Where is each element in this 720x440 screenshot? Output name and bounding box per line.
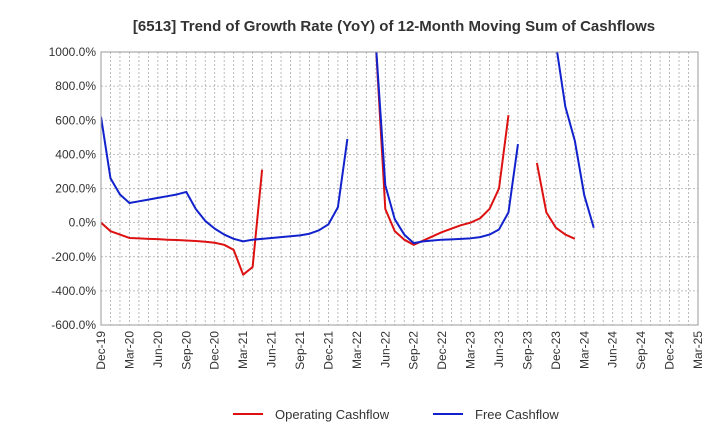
x-tick-label: Sep-22 — [407, 331, 421, 370]
series-layer — [101, 52, 595, 276]
y-tick-label: 600.0% — [55, 113, 96, 127]
x-tick-label: Sep-23 — [520, 331, 534, 370]
plot-border — [100, 51, 699, 326]
y-tick-label: 800.0% — [55, 79, 96, 93]
x-tick-label: Dec-22 — [435, 331, 449, 370]
x-tick-label: Mar-25 — [691, 331, 705, 369]
chart-title: [6513] Trend of Growth Rate (YoY) of 12-… — [133, 18, 655, 35]
series-0 — [101, 52, 576, 276]
series-line — [375, 52, 519, 245]
x-tick-label: Dec-23 — [549, 331, 563, 370]
x-tick-label: Mar-21 — [236, 331, 250, 369]
x-tick-label: Mar-22 — [350, 331, 364, 369]
x-tick-label: Jun-23 — [492, 331, 506, 368]
series-line — [375, 52, 510, 246]
x-tick-label: Sep-21 — [293, 331, 307, 370]
x-tick-label: Jun-20 — [151, 331, 165, 368]
y-tick-label: -200.0% — [51, 250, 96, 264]
series-line — [101, 169, 264, 276]
y-tick-label: -400.0% — [51, 284, 96, 298]
x-tick-label: Dec-20 — [208, 331, 222, 370]
x-tick-label: Sep-24 — [634, 331, 648, 370]
y-tick-label: -600.0% — [51, 318, 96, 332]
legend: Operating Cashflow Free Cashflow — [233, 407, 559, 422]
x-axis: Dec-19 Mar-20 Jun-20 Sep-20 Dec-20 Mar-21 Jun-… — [94, 331, 705, 370]
x-tick-label: Jun-22 — [378, 331, 392, 368]
x-tick-label: Dec-21 — [321, 331, 335, 370]
y-tick-label: 200.0% — [55, 182, 96, 196]
y-tick-label: 400.0% — [55, 147, 96, 161]
series-1 — [101, 52, 595, 245]
x-tick-label: Mar-23 — [464, 331, 478, 369]
legend-label: Free Cashflow — [475, 407, 559, 422]
x-tick-label: Dec-24 — [663, 331, 677, 370]
series-line — [535, 162, 576, 240]
x-tick-label: Jun-21 — [265, 331, 279, 368]
y-tick-label: 0.0% — [69, 216, 97, 230]
x-tick-label: Sep-20 — [179, 331, 193, 370]
x-tick-label: Mar-20 — [122, 331, 136, 369]
x-tick-label: Jun-24 — [606, 331, 620, 368]
y-tick-label: 1000.0% — [49, 45, 97, 59]
legend-label: Operating Cashflow — [275, 407, 390, 422]
series-line — [556, 52, 595, 229]
x-tick-label: Mar-24 — [577, 331, 591, 369]
x-tick-label: Dec-19 — [94, 331, 108, 370]
y-axis: 1000.0% 800.0% 600.0% 400.0% 200.0% 0.0% -200.… — [49, 45, 97, 332]
series-line — [101, 116, 349, 243]
grid — [100, 51, 699, 326]
